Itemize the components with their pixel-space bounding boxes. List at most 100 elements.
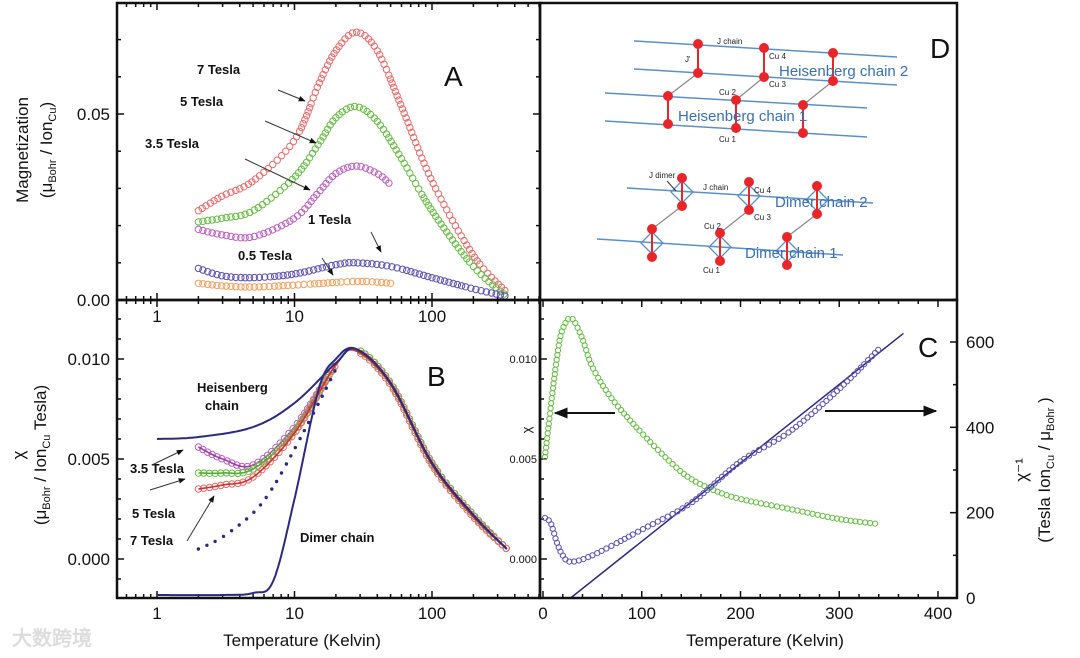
data-point-b-5-tesla [470, 512, 479, 521]
data-point-0-5-tesla [368, 278, 376, 286]
data-point-inverse-chi [608, 542, 615, 550]
data-point-chi [547, 405, 554, 412]
panel-d-lattice-diagram [596, 39, 898, 270]
cu-atom-node [693, 39, 703, 49]
data-point-5-tesla [465, 258, 474, 266]
x-tick-label-c: 400 [924, 604, 952, 623]
data-point-3-5-tesla [332, 169, 340, 178]
data-point-chi [662, 454, 669, 461]
data-point-0-5-tesla [237, 283, 245, 291]
data-point-b-5-tesla [244, 467, 253, 475]
data-point-chi [733, 494, 740, 501]
label-cu1-dimer: Cu 1 [703, 266, 720, 275]
data-point-inverse-chi [603, 545, 610, 552]
data-point-1-tesla [432, 275, 440, 283]
data-point-chi [647, 438, 654, 445]
data-point-7-tesla [328, 53, 336, 61]
cu-atom-node [663, 91, 673, 101]
data-point-inverse-chi [808, 411, 815, 418]
data-point-1-tesla [322, 263, 331, 271]
data-point-1-tesla [250, 273, 259, 282]
data-point-b-3-5-tesla [213, 453, 221, 461]
data-point-chi [545, 425, 552, 432]
cu-atom-node [677, 173, 687, 183]
data-point-7-tesla [292, 133, 301, 141]
data-point-inverse-chi [696, 493, 703, 500]
data-point-inverse-chi [872, 349, 879, 357]
data-point-b-7-tesla [502, 544, 510, 553]
data-point-chi [684, 473, 691, 480]
data-point-3-5-tesla [361, 164, 370, 172]
data-point-chi [627, 417, 634, 424]
label-cu3-dimer: Cu 3 [754, 213, 771, 222]
fit-line-b-3-5-tesla [198, 347, 508, 550]
data-point-5-tesla [276, 186, 284, 195]
data-point-5-tesla [355, 103, 364, 112]
data-point-1-tesla [275, 272, 283, 280]
data-point-3-5-tesla [286, 217, 294, 225]
y-tick-label-c-left: 0.000 [509, 554, 537, 566]
data-point-inverse-chi [793, 423, 800, 430]
data-point-inverse-chi [865, 357, 872, 364]
y-axis-units-c-right: (Tesla IonCu / μBohr ) [1035, 397, 1057, 542]
panel-d-labels: J chain J' Cu 4 Cu 3 Cu 2 Cu 1 Heisenber… [649, 37, 908, 275]
data-point-0-5-tesla [294, 281, 302, 289]
data-point-1-tesla [407, 267, 415, 276]
data-point-chi [743, 497, 750, 504]
data-point-chi [583, 347, 590, 354]
data-point-inverse-chi [711, 480, 718, 487]
data-point-chi [551, 371, 558, 378]
data-point-chi [843, 517, 850, 524]
data-point-7-tesla [418, 154, 426, 162]
data-point-3-5-tesla [344, 163, 352, 172]
data-point-3-5-tesla [245, 233, 254, 242]
data-point-0-5-tesla [199, 280, 207, 288]
data-point-1-tesla [453, 280, 462, 289]
data-point-1-tesla [296, 269, 304, 277]
data-point-1-tesla [467, 284, 475, 292]
data-point-5-tesla [218, 214, 226, 223]
data-point-inverse-chi [559, 552, 567, 559]
x-tick-label-b: 100 [418, 604, 446, 623]
data-point-0-5-tesla [250, 283, 259, 291]
data-point-chi [799, 508, 806, 515]
panel-letter-b: B [427, 361, 446, 392]
data-point-3-5-tesla [277, 222, 286, 230]
dotted-curve-point [289, 454, 293, 458]
data-point-inverse-chi [693, 496, 700, 503]
data-point-chi [630, 420, 637, 427]
data-point-7-tesla [282, 147, 290, 155]
data-point-chi [665, 457, 672, 464]
y-axis-units-a: (μBohr / IonCu) [37, 102, 59, 198]
data-point-chi [833, 515, 841, 522]
data-point-b-3-5-tesla [228, 459, 236, 467]
data-point-3-5-tesla [370, 168, 378, 176]
data-point-7-tesla [465, 245, 474, 254]
data-point-0-5-tesla [343, 278, 351, 286]
annotation-heisenberg: Heisenberg [197, 380, 268, 395]
data-point-5-tesla [429, 208, 437, 217]
data-point-inverse-chi [644, 523, 652, 530]
data-point-inverse-chi [726, 467, 733, 474]
x-axis-title-b: Temperature (Kelvin) [223, 631, 381, 650]
interchain-bond [667, 72, 699, 97]
data-point-1-tesla [208, 269, 216, 277]
data-point-1-tesla [349, 259, 358, 267]
data-point-5-tesla [418, 190, 426, 199]
data-point-inverse-chi [589, 552, 596, 559]
data-point-1-tesla [482, 288, 491, 296]
y-tick-label-c-left: 0.005 [509, 454, 537, 466]
data-point-7-tesla [501, 286, 509, 295]
data-point-chi [677, 467, 684, 475]
y-tick-label-a: 0.00 [77, 291, 110, 310]
data-point-0-5-tesla [270, 282, 279, 290]
data-point-0-5-tesla [232, 283, 240, 291]
x-tick-label-c: 0 [538, 604, 547, 623]
data-point-7-tesla [214, 194, 222, 203]
x-axis-title-c: Temperature (Kelvin) [686, 631, 844, 650]
data-point-chi [794, 507, 801, 514]
data-point-7-tesla [353, 28, 361, 36]
data-point-5-tesla [469, 262, 478, 271]
data-point-chi [673, 464, 680, 471]
data-point-3-5-tesla [241, 234, 249, 242]
